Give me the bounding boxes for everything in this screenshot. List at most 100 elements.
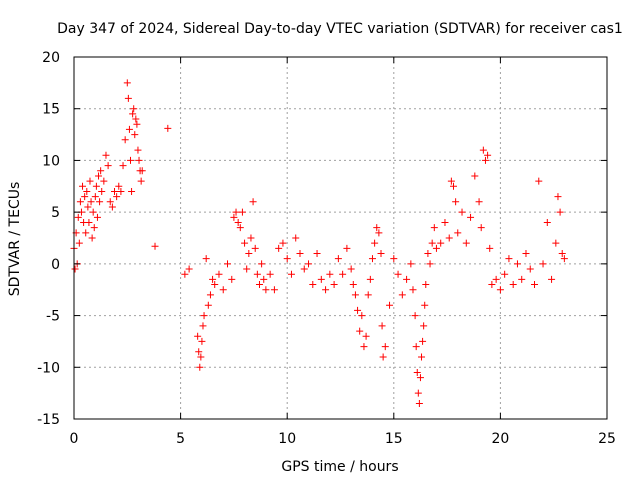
data-point — [407, 260, 415, 268]
data-point — [115, 182, 123, 190]
data-point — [415, 399, 423, 407]
data-point — [398, 291, 406, 299]
data-point — [362, 332, 370, 340]
data-point — [437, 239, 445, 247]
data-point — [501, 270, 509, 278]
data-point — [481, 156, 489, 164]
data-point — [71, 265, 79, 273]
data-point — [79, 182, 87, 190]
y-tick-label: 20 — [42, 50, 60, 66]
data-point — [123, 79, 131, 87]
data-point — [351, 291, 359, 299]
data-point — [560, 255, 568, 263]
data-point — [130, 105, 138, 113]
data-point — [449, 182, 457, 190]
data-point — [379, 353, 387, 361]
data-point — [131, 131, 139, 139]
data-point — [100, 177, 108, 185]
data-point — [181, 270, 189, 278]
data-point — [270, 286, 278, 294]
data-point — [151, 242, 159, 250]
data-point — [358, 312, 366, 320]
data-point — [234, 218, 242, 226]
data-point — [430, 224, 438, 232]
data-point — [82, 229, 90, 237]
data-point — [421, 301, 429, 309]
data-point — [253, 270, 261, 278]
data-point — [117, 187, 125, 195]
data-point — [368, 255, 376, 263]
data-point — [241, 239, 249, 247]
data-point — [90, 224, 98, 232]
data-point — [219, 286, 227, 294]
data-point — [134, 146, 142, 154]
data-point — [462, 239, 470, 247]
data-point — [104, 162, 112, 170]
data-point — [414, 389, 422, 397]
data-point — [371, 239, 379, 247]
y-tick-label: -15 — [37, 412, 60, 428]
data-point — [133, 120, 141, 128]
data-point — [232, 208, 240, 216]
data-point — [366, 275, 374, 283]
data-point — [354, 306, 362, 314]
data-point — [126, 156, 134, 164]
data-point — [275, 244, 283, 252]
data-point — [266, 270, 274, 278]
data-point — [558, 250, 566, 258]
x-tick-label: 15 — [385, 431, 403, 447]
y-tick-label: 5 — [51, 205, 60, 221]
data-point — [424, 250, 432, 258]
data-point — [113, 193, 121, 201]
y-tick-label: 0 — [51, 257, 60, 273]
data-point — [486, 244, 494, 252]
data-point — [287, 270, 295, 278]
data-point — [330, 281, 338, 289]
y-tick-label: 10 — [42, 153, 60, 169]
data-point — [236, 224, 244, 232]
data-point — [95, 172, 103, 180]
x-tick-label: 25 — [598, 431, 616, 447]
data-point — [129, 110, 137, 118]
gridlines — [74, 57, 607, 419]
data-point — [543, 218, 551, 226]
data-point — [199, 322, 207, 330]
data-point — [317, 275, 325, 283]
data-point — [531, 281, 539, 289]
data-point — [137, 177, 145, 185]
data-point — [432, 244, 440, 252]
data-point — [411, 312, 419, 320]
data-point — [475, 198, 483, 206]
data-point — [418, 353, 426, 361]
data-point — [409, 286, 417, 294]
data-point — [364, 291, 372, 299]
data-point — [88, 234, 96, 242]
data-point — [200, 312, 208, 320]
data-point — [85, 218, 93, 226]
data-point — [479, 146, 487, 154]
x-axis-label: GPS time / hours — [281, 459, 398, 475]
data-point — [164, 124, 172, 132]
data-point — [416, 374, 424, 382]
data-point — [135, 156, 143, 164]
data-point — [111, 187, 119, 195]
data-point — [492, 275, 500, 283]
y-tick-label: 15 — [42, 102, 60, 118]
chart-title: Day 347 of 2024, Sidereal Day-to-day VTE… — [57, 21, 623, 37]
data-point — [420, 322, 428, 330]
data-point — [296, 250, 304, 258]
data-point — [108, 203, 116, 211]
data-point — [300, 265, 308, 273]
data-point — [83, 187, 91, 195]
data-point — [87, 198, 95, 206]
data-point — [322, 286, 330, 294]
data-point — [347, 265, 355, 273]
data-point — [452, 198, 460, 206]
data-point — [260, 275, 268, 283]
data-point — [326, 270, 334, 278]
data-point — [204, 301, 212, 309]
data-point — [228, 275, 236, 283]
plot-frame — [73, 56, 608, 420]
data-point — [458, 208, 466, 216]
data-point — [471, 172, 479, 180]
